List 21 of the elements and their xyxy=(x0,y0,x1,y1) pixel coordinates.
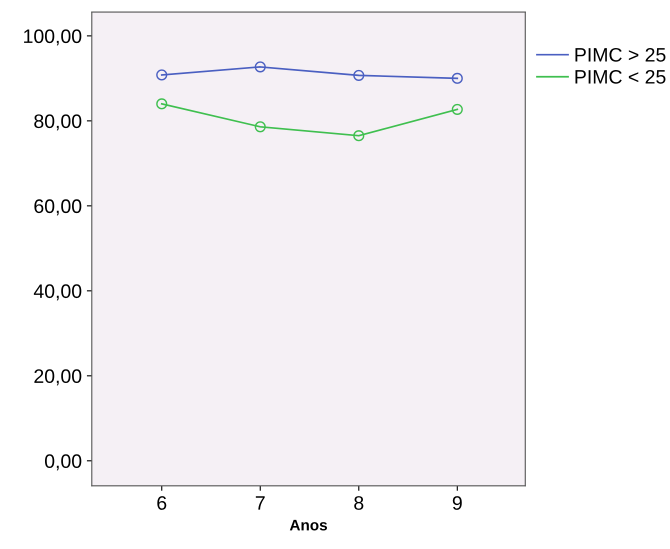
point xyxy=(156,98,168,110)
point xyxy=(254,121,266,132)
legend-label: PIMC < 25 xyxy=(575,70,666,84)
point xyxy=(353,70,364,81)
x-tick-label: 7 xyxy=(256,496,265,510)
y-tick-label: 100,00 xyxy=(24,29,82,46)
legend-label: PIMC > 25 xyxy=(575,48,666,62)
y-tick-label: 60,00 xyxy=(34,199,82,216)
y-tick-label: 20,00 xyxy=(34,369,82,386)
x-tick-label: 6 xyxy=(157,496,166,510)
x-tick-label: 8 xyxy=(354,496,364,510)
y-tick-label: 80,00 xyxy=(34,114,82,130)
point xyxy=(452,72,463,84)
x-axis-title: Anos xyxy=(290,520,328,530)
point xyxy=(452,104,463,115)
point xyxy=(353,130,364,142)
x-tick-label: 9 xyxy=(452,496,462,510)
point xyxy=(156,69,168,81)
y-tick-label: 40,00 xyxy=(34,284,82,300)
y-tick-label: 0,00 xyxy=(44,454,82,470)
point xyxy=(254,61,266,72)
